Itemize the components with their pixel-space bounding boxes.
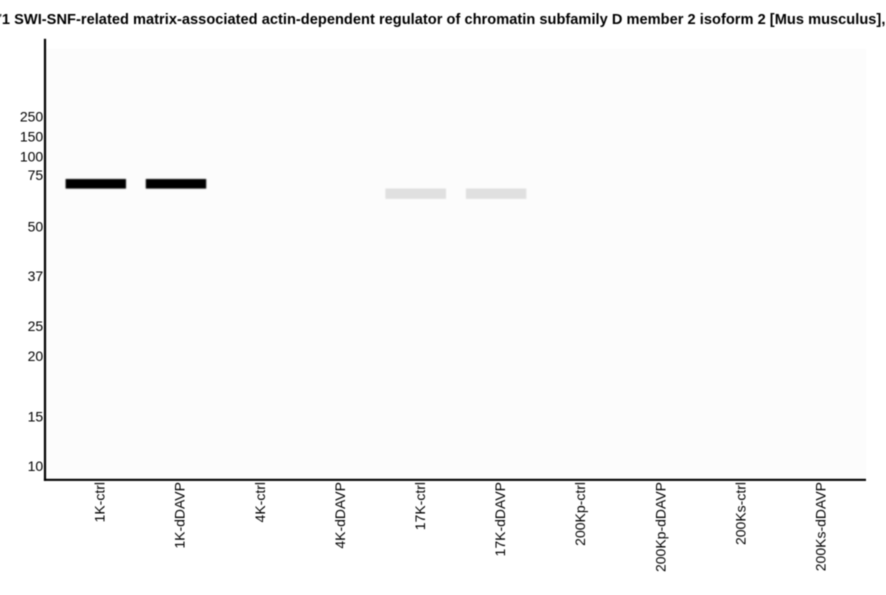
svg-text:200Ks-dDAVP: 200Ks-dDAVP bbox=[813, 482, 829, 571]
svg-text:150: 150 bbox=[20, 128, 44, 144]
svg-text:25: 25 bbox=[28, 318, 44, 334]
svg-text:75: 75 bbox=[28, 167, 44, 183]
svg-text:1K-ctrl: 1K-ctrl bbox=[92, 482, 108, 522]
svg-text:100: 100 bbox=[20, 148, 44, 164]
svg-text:200Ks-ctrl: 200Ks-ctrl bbox=[732, 482, 748, 545]
svg-text:20: 20 bbox=[28, 348, 44, 364]
svg-text:200Kp-ctrl: 200Kp-ctrl bbox=[572, 482, 588, 546]
svg-text:4K-dDAVP: 4K-dDAVP bbox=[332, 482, 348, 549]
svg-text:250: 250 bbox=[20, 109, 44, 125]
svg-text:37: 37 bbox=[28, 268, 44, 284]
svg-text:15: 15 bbox=[28, 408, 44, 424]
svg-text:17K-ctrl: 17K-ctrl bbox=[412, 482, 428, 530]
svg-text:4K-ctrl: 4K-ctrl bbox=[252, 482, 268, 522]
svg-text:17K-dDAVP: 17K-dDAVP bbox=[492, 482, 508, 556]
svg-text:10: 10 bbox=[28, 458, 44, 474]
svg-text:200Kp-dDAVP: 200Kp-dDAVP bbox=[652, 482, 668, 572]
svg-text:1K-dDAVP: 1K-dDAVP bbox=[172, 482, 188, 549]
svg-text:50: 50 bbox=[28, 219, 44, 235]
svg-text:gi|118130271 SWI-SNF-related m: gi|118130271 SWI-SNF-related matrix-asso… bbox=[0, 12, 886, 28]
